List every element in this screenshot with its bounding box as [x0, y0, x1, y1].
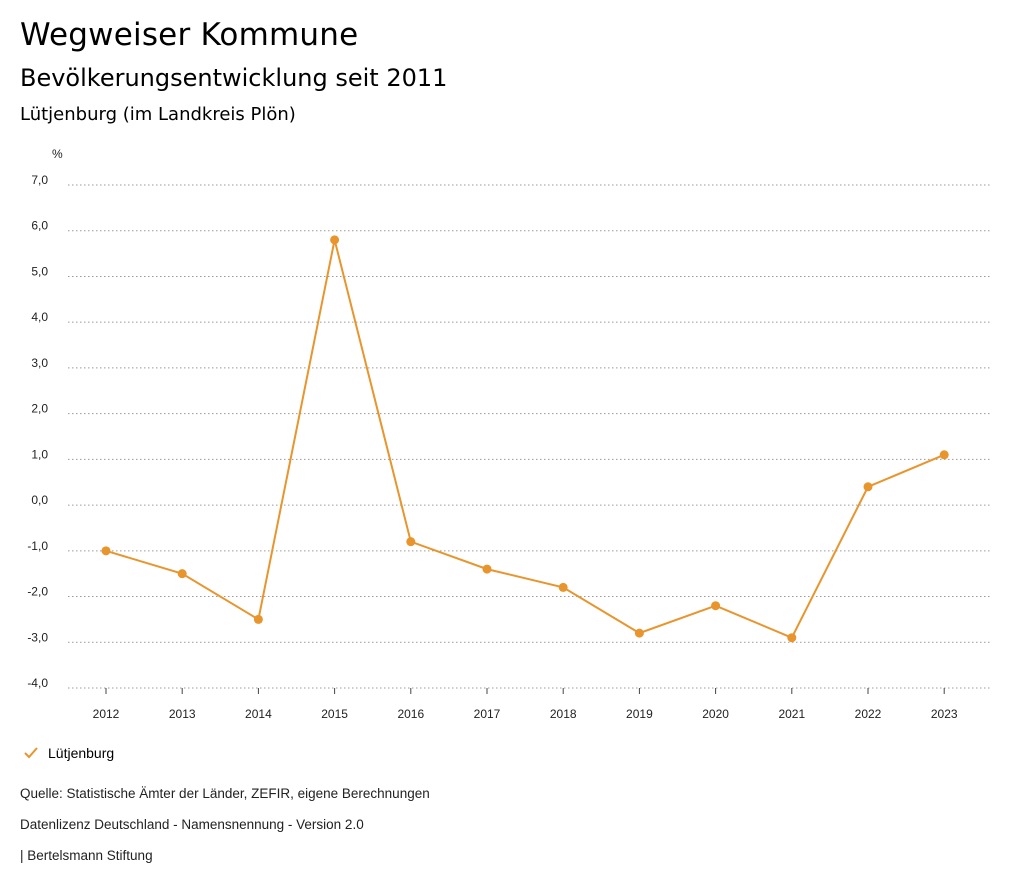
data-point — [406, 537, 416, 547]
page-title: Wegweiser Kommune — [20, 17, 359, 53]
legend-label: Lütjenburg — [48, 745, 115, 761]
x-tick-label: 2019 — [626, 707, 653, 721]
data-point — [634, 628, 644, 638]
y-tick-label: -1,0 — [27, 539, 48, 553]
y-tick-label: 2,0 — [31, 402, 48, 416]
x-tick-label: 2023 — [931, 707, 958, 721]
x-tick-label: 2021 — [778, 707, 805, 721]
data-point — [482, 564, 492, 574]
y-tick-label: 5,0 — [31, 264, 48, 278]
series-line — [105, 239, 945, 639]
x-tick-label: 2014 — [245, 707, 272, 721]
source-note: Quelle: Statistische Ämter der Länder, Z… — [20, 786, 430, 801]
x-tick-label: 2016 — [397, 707, 424, 721]
x-tick-label: 2012 — [93, 707, 120, 721]
license-note: Datenlizenz Deutschland - Namensnennung … — [20, 817, 364, 832]
data-point — [558, 582, 568, 592]
check-icon — [24, 747, 38, 759]
x-tick-label: 2022 — [855, 707, 882, 721]
chart-subtitle: Bevölkerungsentwicklung seit 2011 — [20, 64, 448, 92]
data-point — [253, 614, 263, 624]
y-tick-label: 3,0 — [31, 356, 48, 370]
data-point — [939, 450, 949, 460]
y-tick-label: 7,0 — [31, 173, 48, 187]
line-chart: % 7,0 6,0 5,0 4,0 3,0 2,0 1,0 0,0 -1,0 -2,0 -3,0 -4,… — [27, 147, 990, 721]
legend-item-lutjenburg[interactable]: Lütjenburg — [22, 744, 114, 762]
series — [101, 235, 949, 643]
data-point — [711, 601, 721, 611]
grid — [68, 184, 990, 689]
data-point — [863, 482, 873, 492]
y-tick-label: 0,0 — [31, 493, 48, 507]
data-point — [787, 633, 797, 643]
y-unit-label: % — [52, 147, 63, 161]
region-label: Lütjenburg (im Landkreis Plön) — [20, 104, 296, 125]
y-tick-label: -2,0 — [27, 585, 48, 599]
publisher-note: | Bertelsmann Stiftung — [20, 848, 153, 863]
y-tick-label: 4,0 — [31, 310, 48, 324]
data-point — [101, 546, 111, 556]
x-tick-label: 2015 — [321, 707, 348, 721]
x-tick-label: 2013 — [169, 707, 196, 721]
data-point — [330, 235, 340, 245]
x-tick-label: 2017 — [474, 707, 501, 721]
x-tick-label: 2018 — [550, 707, 577, 721]
y-tick-label: 1,0 — [31, 447, 48, 461]
x-tick-label: 2020 — [702, 707, 729, 721]
y-tick-label: 6,0 — [31, 219, 48, 233]
data-point — [177, 569, 187, 579]
y-tick-label: -3,0 — [27, 630, 48, 644]
axes: % 7,0 6,0 5,0 4,0 3,0 2,0 1,0 0,0 -1,0 -2,0 -3,0 -4,… — [27, 147, 958, 721]
y-tick-label: -4,0 — [27, 676, 48, 690]
